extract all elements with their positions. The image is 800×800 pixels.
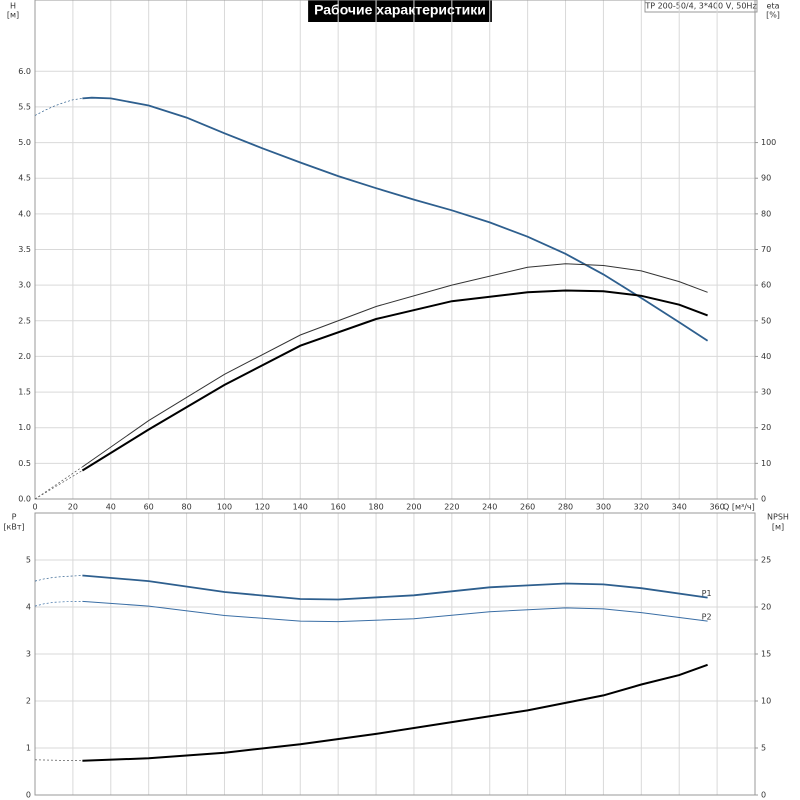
plot-frame — [34, 0, 756, 500]
y2-tick-label: 90 — [761, 174, 771, 183]
curve — [82, 574, 708, 601]
y2-tick-label: 50 — [761, 316, 771, 325]
curve — [34, 759, 83, 762]
y-axis-unit: [кВт] — [3, 523, 24, 532]
x-tick-label: 140 — [293, 503, 308, 512]
annotation-box — [644, 0, 758, 13]
curve — [82, 663, 708, 762]
y-tick-label: 3 — [26, 650, 31, 659]
curve — [81, 289, 708, 472]
y-tick-label: 4 — [26, 603, 31, 612]
y-tick-label: 4.0 — [18, 209, 31, 218]
curve — [34, 466, 83, 500]
y2-axis-label: NPSH — [767, 513, 789, 522]
x-tick-label: 360 — [709, 503, 724, 512]
x-tick-label: 100 — [217, 503, 232, 512]
x-tick-label: 60 — [144, 503, 154, 512]
curve — [34, 470, 83, 500]
x-tick-label: 240 — [482, 503, 497, 512]
curve — [34, 98, 83, 116]
curve — [34, 575, 83, 582]
y2-tick-label: 0 — [761, 791, 766, 800]
plot-frame — [34, 512, 756, 796]
y2-tick-label: 80 — [761, 209, 771, 218]
curve — [34, 601, 83, 607]
y-tick-label: 0.5 — [18, 459, 31, 468]
y2-tick-label: 20 — [761, 603, 771, 612]
x-tick-label: 40 — [106, 503, 116, 512]
x-tick-label: 120 — [255, 503, 270, 512]
y2-tick-label: 5 — [761, 744, 766, 753]
y2-tick-label: 15 — [761, 650, 771, 659]
x-tick-label: 320 — [634, 503, 649, 512]
x-tick-label: 220 — [444, 503, 459, 512]
y2-tick-label: 100 — [761, 138, 776, 147]
x-tick-label: 200 — [406, 503, 421, 512]
y-tick-label: 5.5 — [18, 102, 31, 111]
x-tick-label: 0 — [32, 503, 37, 512]
x-tick-label: 80 — [181, 503, 191, 512]
y-tick-label: 1.0 — [18, 423, 31, 432]
y2-tick-label: 60 — [761, 281, 771, 290]
chart-title: Рабочие характеристики — [314, 2, 486, 18]
y-axis-unit: [м] — [7, 11, 19, 20]
y2-tick-label: 0 — [761, 495, 766, 504]
y2-tick-label: 40 — [761, 352, 771, 361]
y-tick-label: 3.0 — [18, 281, 31, 290]
y-axis-label: H — [10, 2, 16, 11]
y2-axis-unit: [%] — [766, 11, 780, 20]
y-tick-label: 5.0 — [18, 138, 31, 147]
x-tick-label: 280 — [558, 503, 573, 512]
x-tick-label: 340 — [672, 503, 687, 512]
y2-tick-label: 20 — [761, 423, 771, 432]
y-tick-label: 4.5 — [18, 174, 31, 183]
curve — [82, 96, 709, 342]
y-tick-label: 3.5 — [18, 245, 31, 254]
x-axis-label: Q [м³/ч] — [723, 503, 755, 512]
y-tick-label: 6.0 — [18, 67, 31, 76]
y2-axis-unit: [м] — [772, 523, 784, 532]
x-tick-label: 260 — [520, 503, 535, 512]
x-tick-label: 180 — [368, 503, 383, 512]
series-label: P1 — [702, 589, 712, 598]
y-tick-label: 1 — [26, 744, 31, 753]
annotation: TP 200-50/4, 3*400 V, 50Hz — [644, 2, 756, 11]
y2-tick-label: 10 — [761, 459, 771, 468]
curve — [82, 263, 708, 468]
y2-tick-label: 25 — [761, 556, 771, 565]
y2-tick-label: 10 — [761, 697, 771, 706]
series-label: P2 — [702, 613, 712, 622]
curve — [82, 600, 708, 623]
y-tick-label: 2 — [26, 697, 31, 706]
y2-axis-label: eta — [767, 2, 780, 11]
title-box — [308, 0, 492, 22]
y2-tick-label: 30 — [761, 388, 771, 397]
y-tick-label: 2.5 — [18, 316, 31, 325]
y-tick-label: 0.0 — [18, 495, 31, 504]
x-tick-label: 20 — [68, 503, 78, 512]
x-tick-label: 160 — [331, 503, 346, 512]
y-tick-label: 1.5 — [18, 388, 31, 397]
y2-tick-label: 70 — [761, 245, 771, 254]
y-tick-label: 0 — [26, 791, 31, 800]
x-tick-label: 300 — [596, 503, 611, 512]
y-axis-label: P — [12, 513, 17, 522]
y-tick-label: 2.0 — [18, 352, 31, 361]
y-tick-label: 5 — [26, 556, 31, 565]
